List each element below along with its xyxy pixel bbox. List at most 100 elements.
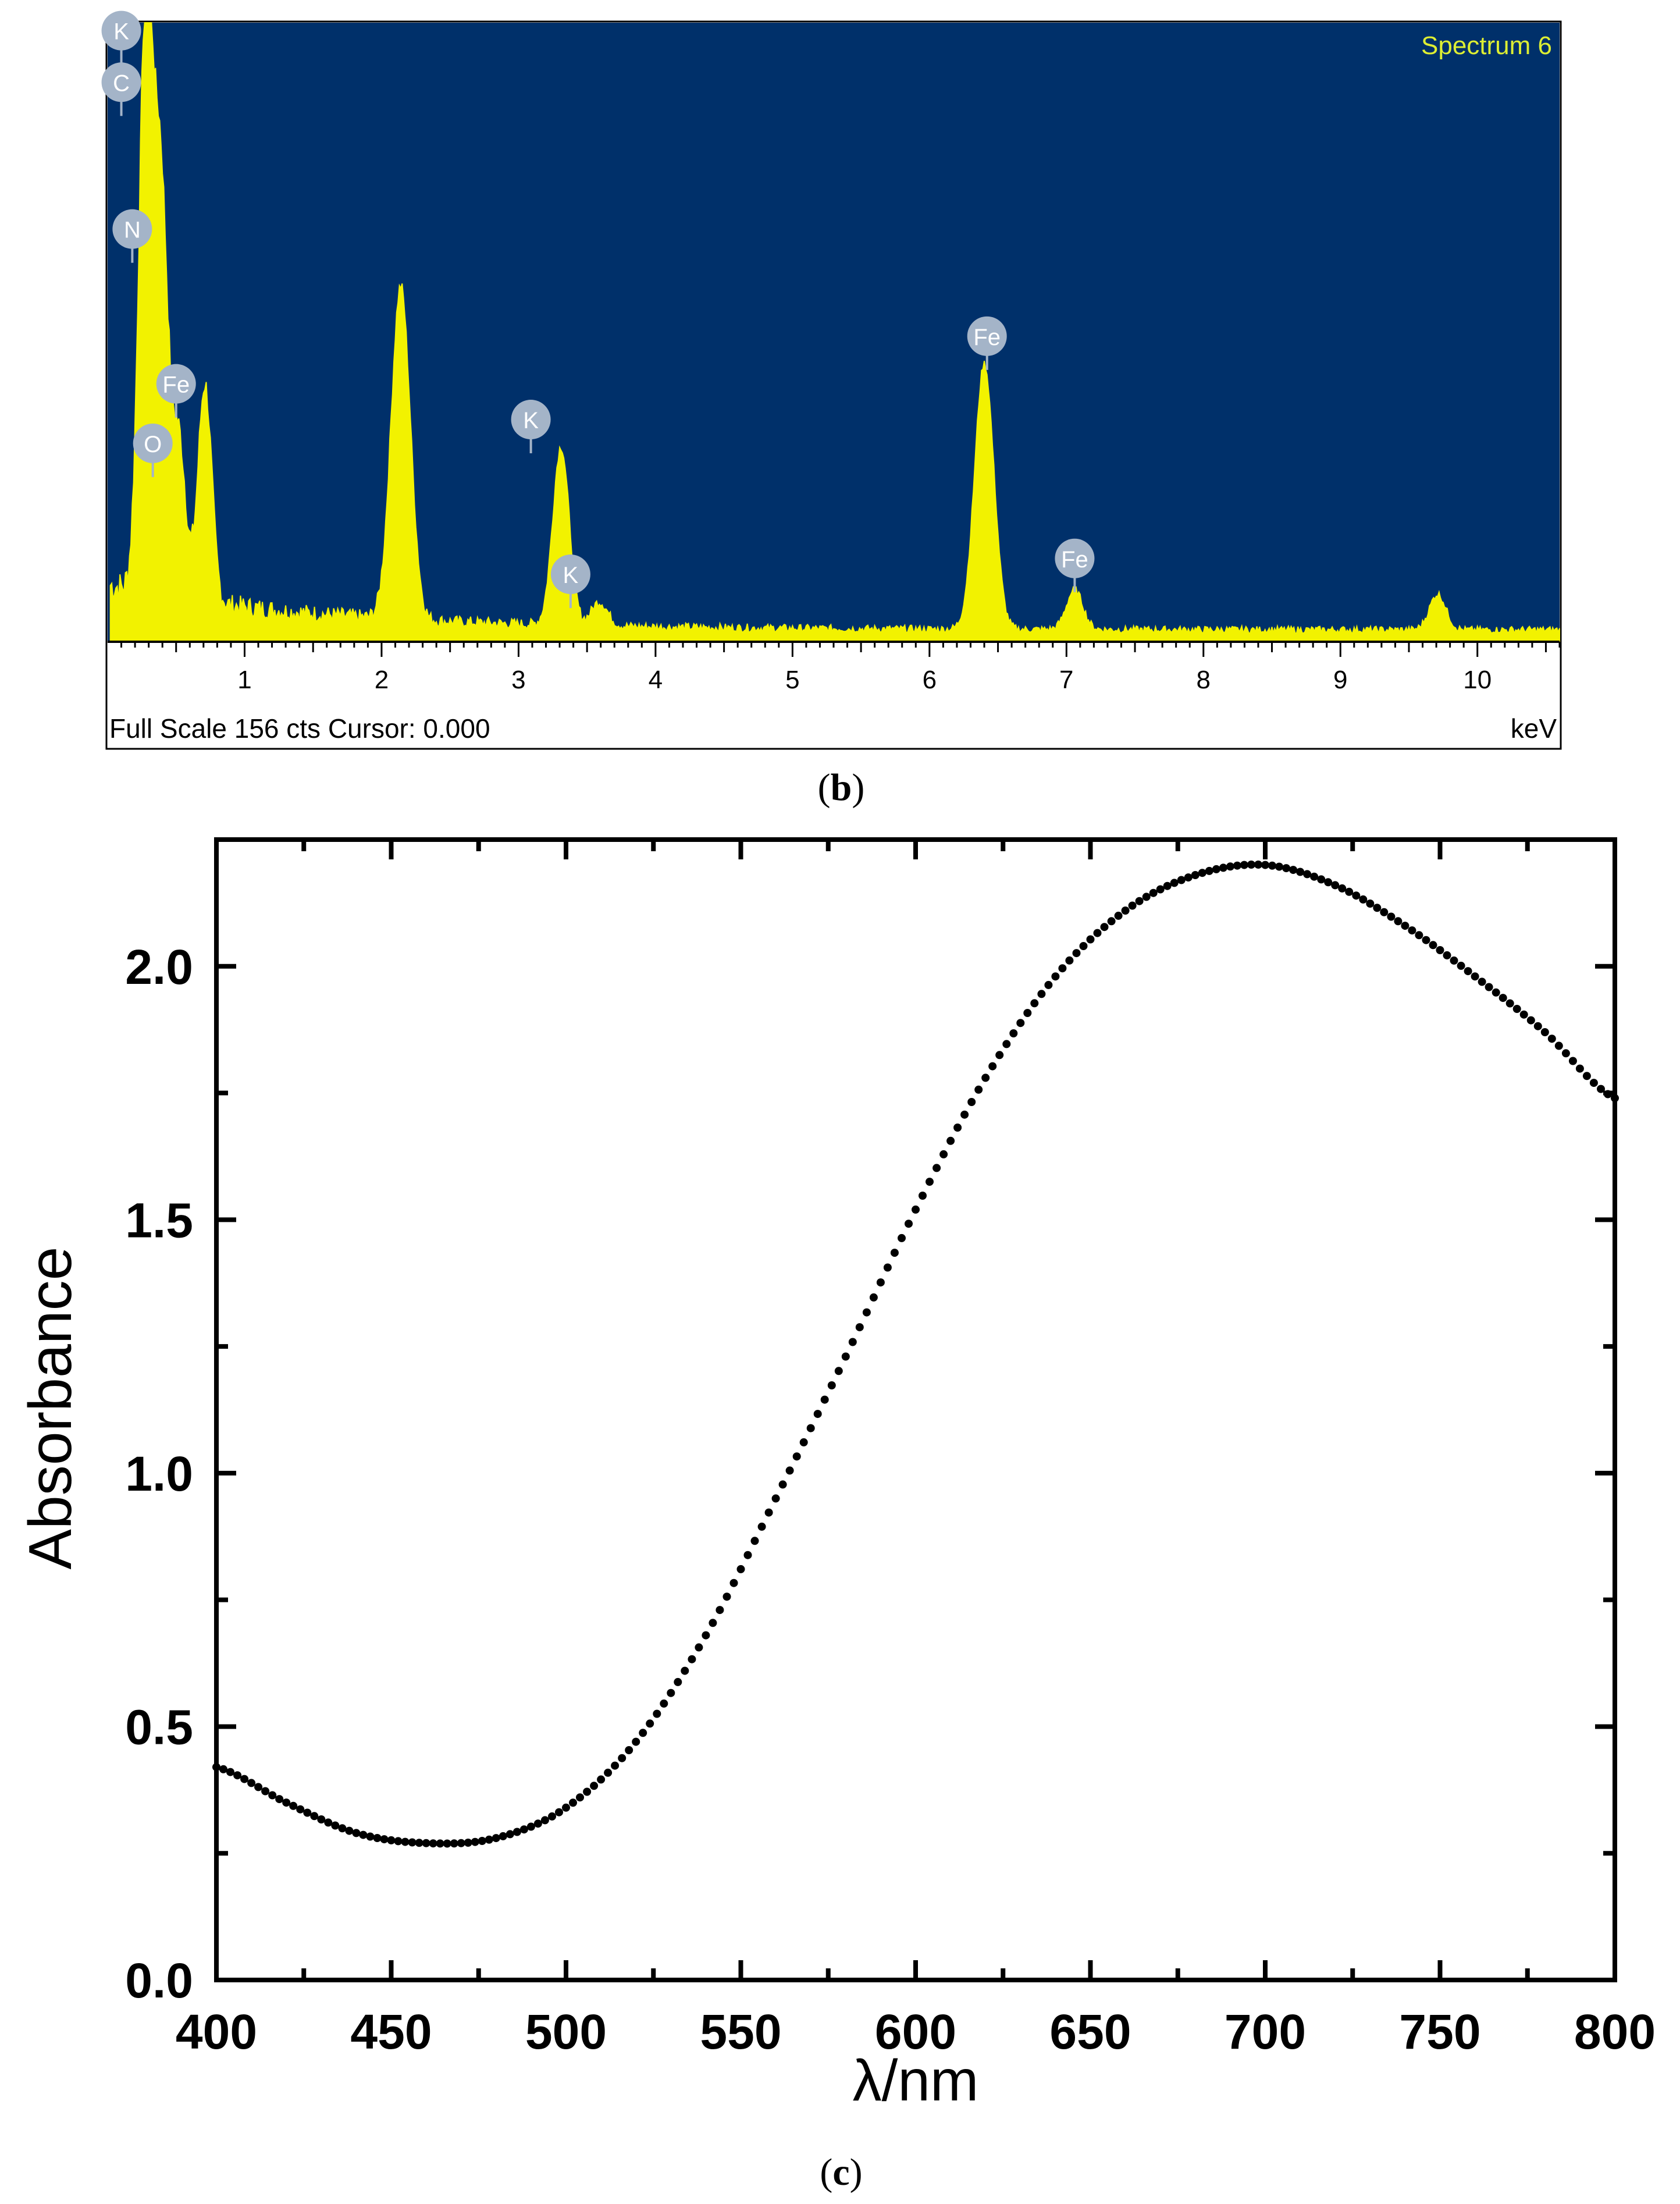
absorbance-point: [1492, 988, 1500, 997]
absorbance-point: [876, 1278, 885, 1287]
absorbance-point: [492, 1834, 500, 1843]
absorbance-point: [240, 1775, 249, 1783]
absorbance-point: [1345, 887, 1354, 896]
absorbance-point: [1366, 900, 1375, 908]
absorbance-point: [1065, 956, 1074, 965]
absorbance-point: [813, 1410, 822, 1419]
absorbance-point: [1009, 1029, 1018, 1037]
eds-x-tick-label: 8: [1197, 666, 1211, 694]
absorbance-point: [695, 1643, 703, 1652]
absorbance-point: [1415, 931, 1423, 940]
absorbance-point: [883, 1263, 892, 1272]
absorbance-point: [1198, 869, 1206, 877]
absorbance-point: [820, 1395, 829, 1404]
absorbance-point: [890, 1249, 899, 1257]
panel-label-b-letter: b: [831, 766, 852, 809]
eds-peak-label-bubble: [101, 62, 141, 102]
eds-peak-label-text: K: [523, 408, 539, 433]
absorbance-point: [1478, 977, 1486, 986]
absorbance-point: [436, 1839, 444, 1848]
absorbance-point: [967, 1098, 976, 1106]
absorbance-point: [1547, 1035, 1556, 1043]
absorbance-point: [1002, 1040, 1011, 1048]
absorbance-point: [1519, 1010, 1528, 1019]
absorbance-point: [939, 1150, 948, 1158]
absorbance-point: [785, 1466, 794, 1475]
eds-x-tick-label: 4: [649, 666, 663, 694]
eds-peak-label-bubble: [156, 364, 196, 404]
absorbance-point: [912, 1205, 920, 1214]
absorbance-point: [1184, 873, 1193, 882]
eds-spectrum-area: [109, 22, 1560, 642]
absorbance-point: [1100, 923, 1109, 932]
absorbance-point: [1177, 876, 1186, 884]
absorbance-point: [1443, 951, 1451, 959]
uv-x-tick-label: 400: [176, 2004, 257, 2059]
absorbance-point: [219, 1765, 227, 1773]
absorbance-point: [233, 1771, 242, 1780]
absorbance-point: [926, 1178, 934, 1186]
absorbance-point: [905, 1220, 913, 1228]
uv-y-tick-label: 0.5: [125, 1700, 193, 1754]
absorbance-point: [1471, 972, 1479, 981]
absorbance-point: [1289, 866, 1298, 875]
absorbance-point: [338, 1824, 347, 1833]
absorbance-point: [345, 1826, 354, 1835]
absorbance-point: [569, 1798, 577, 1807]
absorbance-point: [1352, 891, 1361, 900]
absorbance-point: [799, 1438, 808, 1446]
absorbance-point: [1079, 942, 1088, 950]
absorbance-point: [548, 1812, 556, 1821]
eds-x-tick-label: 7: [1059, 666, 1073, 694]
absorbance-point: [1121, 907, 1130, 915]
absorbance-point: [478, 1837, 486, 1845]
absorbance-point: [1254, 861, 1262, 869]
absorbance-point: [1429, 941, 1437, 950]
absorbance-point: [1359, 895, 1368, 904]
absorbance-point: [667, 1688, 675, 1697]
absorbance-point: [778, 1480, 787, 1489]
eds-title: Spectrum 6: [1421, 31, 1552, 60]
absorbance-point: [1485, 983, 1493, 991]
uv-y-tick-label: 2.0: [125, 940, 193, 994]
absorbance-point: [1526, 1016, 1535, 1025]
eds-spectrum-layer: [109, 22, 1560, 642]
uv-absorbance-panel: 400 450 500 550 600 650 700 750 800 0.0 0.5 1.0 1.5 2…: [17, 837, 1656, 2113]
absorbance-point: [526, 1822, 535, 1831]
absorbance-point: [716, 1606, 724, 1615]
absorbance-point: [254, 1783, 263, 1791]
panel-label-c: (c): [820, 2151, 862, 2194]
absorbance-point: [1128, 901, 1137, 910]
absorbance-point: [1582, 1072, 1591, 1080]
absorbance-point: [1233, 861, 1241, 870]
uv-y-tick-label: 1.5: [125, 1193, 193, 1247]
absorbance-point: [1540, 1028, 1549, 1036]
absorbance-point: [988, 1062, 997, 1071]
absorbance-point: [1226, 862, 1234, 871]
absorbance-point: [387, 1836, 396, 1844]
absorbance-point: [1387, 912, 1396, 921]
absorbance-point: [1401, 922, 1410, 930]
absorbance-point: [261, 1787, 270, 1796]
absorbance-point: [653, 1709, 661, 1718]
absorbance-point: [555, 1808, 563, 1816]
absorbance-point: [1044, 980, 1053, 989]
absorbance-point: [408, 1838, 417, 1847]
eds-x-tick-label: 5: [785, 666, 799, 694]
absorbance-point: [1310, 872, 1319, 881]
absorbance-point: [1163, 881, 1172, 890]
absorbance-point: [625, 1746, 633, 1754]
absorbance-point: [1016, 1019, 1025, 1028]
absorbance-point: [597, 1775, 606, 1784]
absorbance-point: [443, 1839, 451, 1848]
absorbance-point: [792, 1452, 801, 1461]
absorbance-point: [464, 1839, 472, 1847]
absorbance-point: [1303, 870, 1312, 879]
uv-x-tick-label: 450: [350, 2004, 432, 2059]
absorbance-point: [540, 1816, 549, 1825]
absorbance-point: [1457, 961, 1465, 970]
absorbance-point: [562, 1803, 570, 1812]
absorbance-point: [1156, 885, 1165, 894]
absorbance-point: [1450, 956, 1458, 965]
